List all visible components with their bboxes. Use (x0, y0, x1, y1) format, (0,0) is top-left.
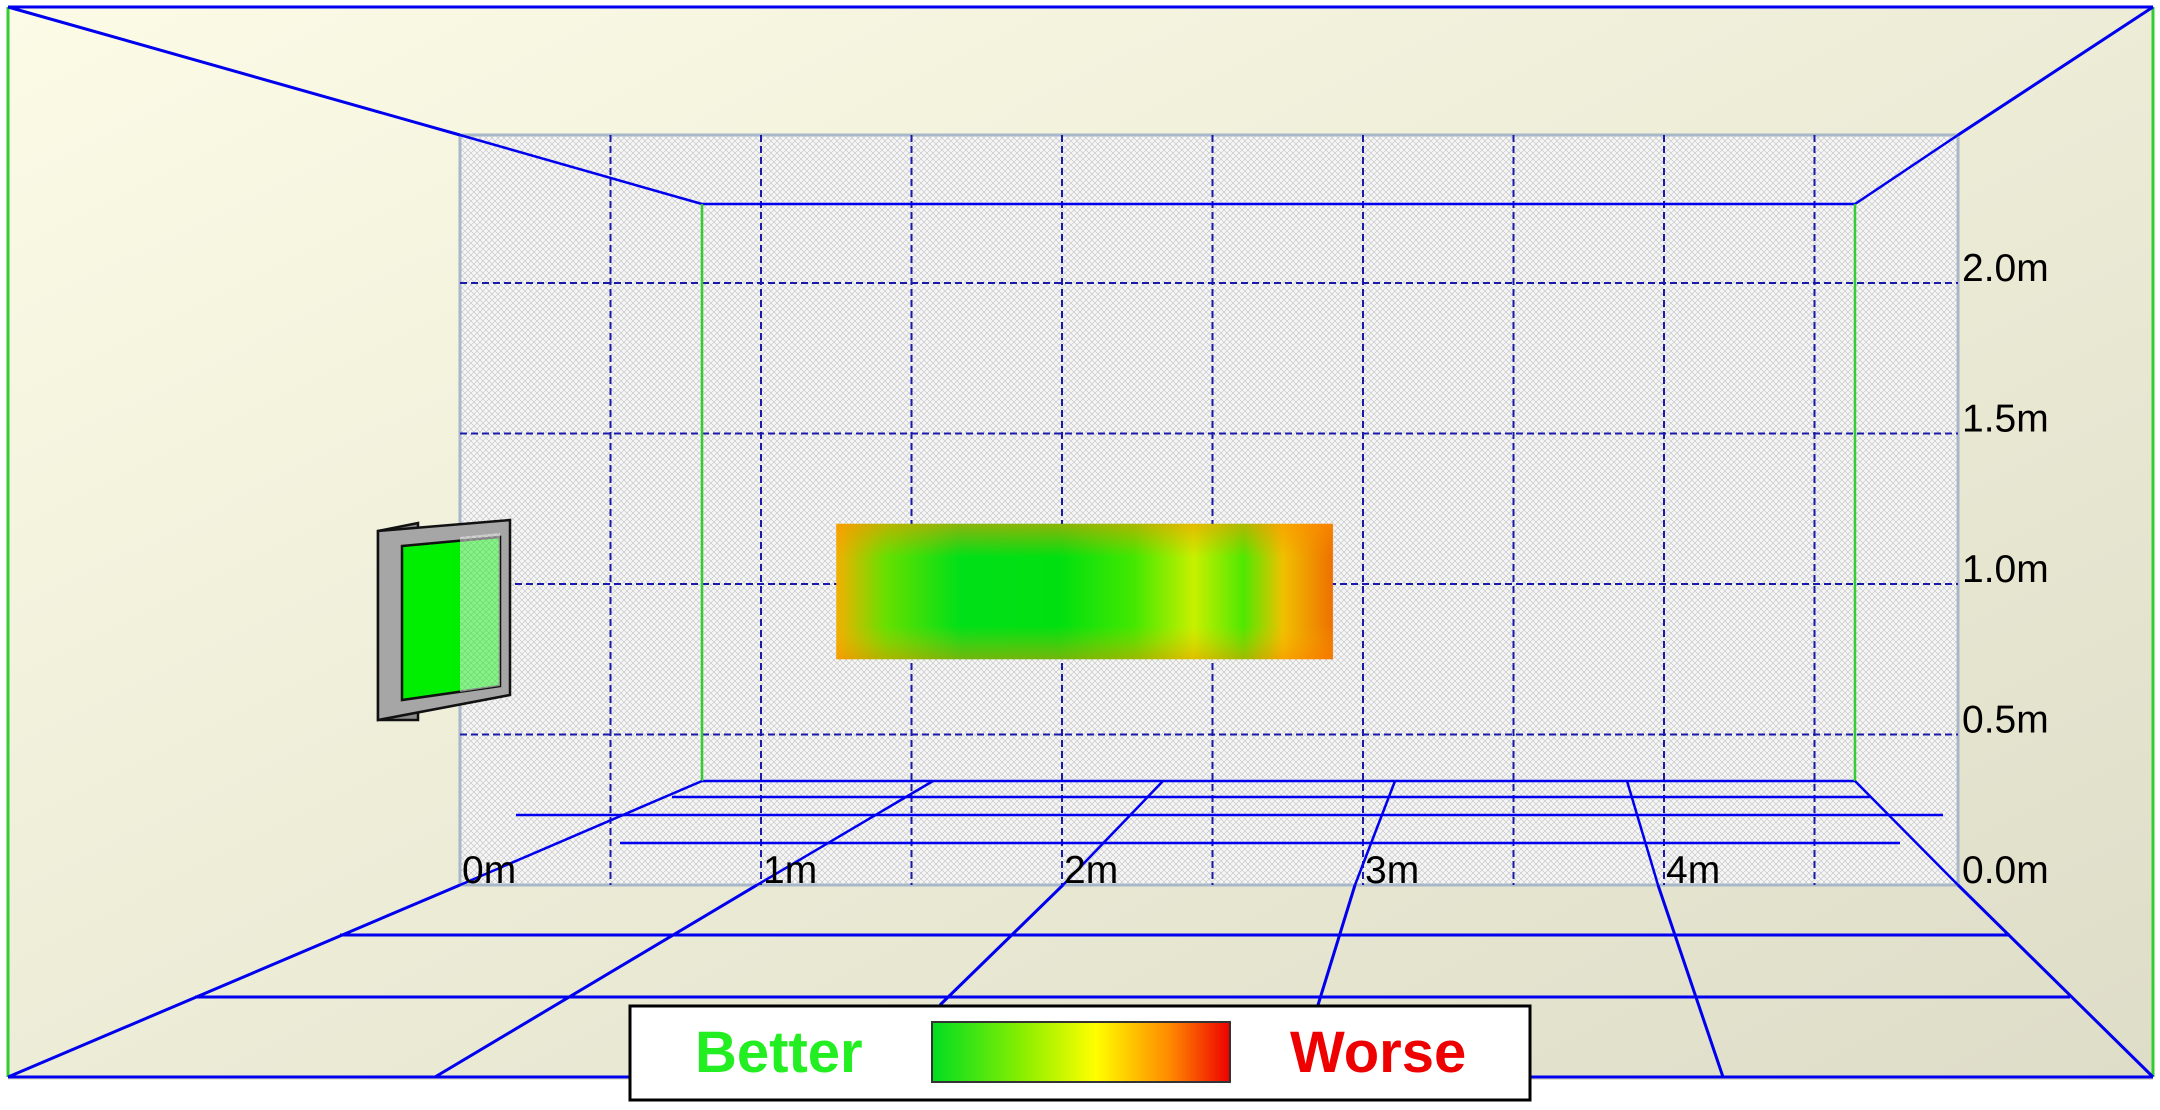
x-axis-tick-label: 3m (1365, 849, 1419, 892)
y-axis-tick-label: 1.0m (1962, 548, 2049, 591)
floor-line-inner (1625, 780, 1660, 886)
floor-line-outer (434, 883, 758, 1079)
y-axis-labels: 0.0m 0.5m 1.0m 1.5m 2.0m (1962, 247, 2049, 892)
speaker-icon (376, 518, 512, 722)
floor-line-inner (1062, 780, 1164, 886)
floor-line-inner (1353, 780, 1397, 886)
heatmap-overlay (836, 523, 1333, 660)
floor-line-inner (756, 779, 934, 887)
floor-line-outer (938, 883, 1065, 1007)
x-axis-tick-label: 0m (462, 849, 516, 892)
x-axis-tick-label: 4m (1666, 849, 1720, 892)
floor-line-outer (1656, 884, 1725, 1078)
y-axis-tick-label: 0.5m (1962, 699, 2049, 742)
inner-room-frame (459, 133, 1959, 887)
y-axis-tick-label: 2.0m (1962, 247, 2049, 290)
legend: Better Worse (628, 1004, 1532, 1102)
x-axis-tick-label: 2m (1064, 849, 1118, 892)
floor-line-outer (1316, 884, 1357, 1006)
y-axis-tick-label: 1.5m (1962, 398, 2049, 441)
legend-better-label: Better (695, 1020, 863, 1085)
back-wall-panel (458, 133, 1960, 887)
y-axis-tick-label: 0.0m (1962, 849, 2049, 892)
x-axis-tick-label: 1m (763, 849, 817, 892)
heatmap-area (836, 523, 1333, 660)
legend-worse-label: Worse (1290, 1020, 1466, 1085)
legend-gradient-bar (931, 1021, 1231, 1083)
x-axis-labels: 0m 1m 2m 3m 4m (462, 849, 1720, 892)
